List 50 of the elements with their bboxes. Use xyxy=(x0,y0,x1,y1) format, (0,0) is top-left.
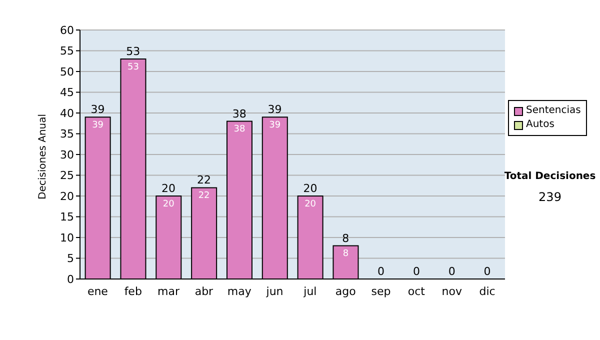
legend-label: Autos xyxy=(526,118,554,132)
y-tick-label: 10 xyxy=(60,231,74,244)
total-label: 0 xyxy=(484,265,491,278)
y-tick-label: 40 xyxy=(60,106,74,120)
data-label: 39 xyxy=(92,120,104,131)
data-label: 38 xyxy=(234,124,246,135)
total-label: 0 xyxy=(378,265,385,278)
y-tick-label: 15 xyxy=(60,210,74,224)
data-label: 53 xyxy=(128,62,139,72)
y-tick-label: 20 xyxy=(60,190,74,203)
data-label: 20 xyxy=(162,199,175,210)
x-tick-label: ene xyxy=(87,284,108,298)
y-tick-label: 0 xyxy=(67,272,74,286)
y-tick-label: 50 xyxy=(60,65,74,78)
data-label: 8 xyxy=(342,249,349,260)
x-tick-label: nov xyxy=(442,284,462,298)
x-tick-label: sep xyxy=(371,284,391,298)
x-tick-label: mar xyxy=(158,284,180,298)
total-label: 20 xyxy=(162,182,176,195)
total-label: 39 xyxy=(268,103,282,116)
total-label: 20 xyxy=(303,182,318,195)
y-axis-title: Decisiones Anual xyxy=(38,114,49,200)
text: 239 xyxy=(538,190,562,204)
total-label: 22 xyxy=(196,174,211,187)
x-tick-label: oct xyxy=(408,284,426,298)
x-tick-label: feb xyxy=(124,284,142,298)
x-tick-label: jun xyxy=(265,284,284,298)
total-label: 53 xyxy=(126,45,140,58)
annotation: Total Decisiones xyxy=(503,171,597,182)
x-tick-label: ago xyxy=(335,284,356,298)
x-tick-label: jul xyxy=(302,284,317,298)
y-tick-label: 45 xyxy=(60,86,74,100)
x-tick-label: abr xyxy=(194,284,214,298)
legend-label: Sentencias xyxy=(526,104,581,118)
data-label: 20 xyxy=(304,199,316,210)
total-label: 0 xyxy=(448,265,456,278)
data-label: 39 xyxy=(269,120,281,131)
total-label: 0 xyxy=(412,265,420,278)
x-tick-label: may xyxy=(227,284,252,298)
y-tick-label: 30 xyxy=(60,148,74,162)
total-label: 39 xyxy=(90,103,105,116)
y-tick-label: 35 xyxy=(60,128,74,141)
total-label: 38 xyxy=(232,107,246,120)
y-tick-label: 60 xyxy=(60,24,74,37)
y-tick-label: 25 xyxy=(60,169,74,182)
data-label: 22 xyxy=(198,191,210,202)
x-tick-label: dic xyxy=(479,284,496,298)
y-tick-label: 5 xyxy=(67,252,74,266)
total-label: 8 xyxy=(342,232,350,245)
y-tick-label: 55 xyxy=(60,44,74,58)
